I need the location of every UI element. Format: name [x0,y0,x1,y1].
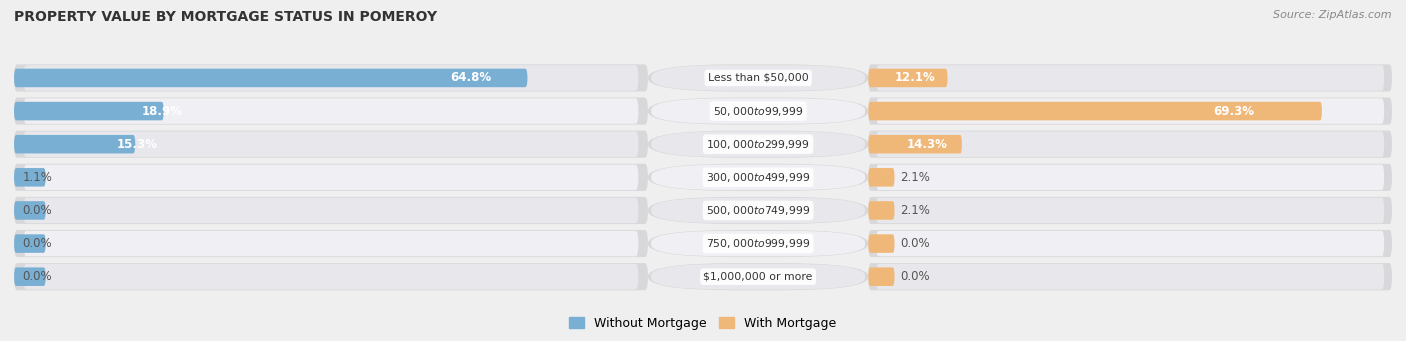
FancyBboxPatch shape [24,165,638,190]
FancyBboxPatch shape [651,165,865,190]
FancyBboxPatch shape [876,98,1384,124]
FancyBboxPatch shape [14,98,648,125]
FancyBboxPatch shape [651,98,865,124]
Text: Source: ZipAtlas.com: Source: ZipAtlas.com [1274,10,1392,20]
Text: 1.1%: 1.1% [22,171,52,184]
FancyBboxPatch shape [14,135,135,153]
FancyBboxPatch shape [14,201,46,220]
FancyBboxPatch shape [651,231,865,256]
FancyBboxPatch shape [14,267,46,286]
FancyBboxPatch shape [869,102,1322,120]
Text: 0.0%: 0.0% [22,237,52,250]
Text: 18.9%: 18.9% [142,105,183,118]
FancyBboxPatch shape [14,164,648,191]
FancyBboxPatch shape [869,131,1392,158]
FancyBboxPatch shape [869,197,1392,224]
FancyBboxPatch shape [24,131,638,157]
FancyBboxPatch shape [869,201,894,220]
FancyBboxPatch shape [869,234,894,253]
FancyBboxPatch shape [651,131,865,157]
FancyBboxPatch shape [869,168,894,187]
Text: $1,000,000 or more: $1,000,000 or more [703,272,813,282]
FancyBboxPatch shape [869,98,1392,125]
FancyBboxPatch shape [24,231,638,256]
FancyBboxPatch shape [876,198,1384,223]
FancyBboxPatch shape [14,64,648,91]
Text: 15.3%: 15.3% [117,138,157,151]
Text: Less than $50,000: Less than $50,000 [707,73,808,83]
Text: $50,000 to $99,999: $50,000 to $99,999 [713,105,803,118]
FancyBboxPatch shape [14,197,648,224]
Text: 0.0%: 0.0% [900,237,929,250]
FancyBboxPatch shape [869,267,894,286]
FancyBboxPatch shape [876,264,1384,290]
FancyBboxPatch shape [648,164,869,191]
FancyBboxPatch shape [869,230,1392,257]
FancyBboxPatch shape [876,231,1384,256]
FancyBboxPatch shape [869,164,1392,191]
Text: $100,000 to $299,999: $100,000 to $299,999 [706,138,810,151]
FancyBboxPatch shape [648,131,869,158]
FancyBboxPatch shape [648,197,869,224]
FancyBboxPatch shape [648,230,869,257]
Text: $750,000 to $999,999: $750,000 to $999,999 [706,237,810,250]
Text: 12.1%: 12.1% [894,72,935,85]
Legend: Without Mortgage, With Mortgage: Without Mortgage, With Mortgage [564,312,842,335]
FancyBboxPatch shape [876,131,1384,157]
FancyBboxPatch shape [24,65,638,91]
FancyBboxPatch shape [869,69,948,87]
Text: PROPERTY VALUE BY MORTGAGE STATUS IN POMEROY: PROPERTY VALUE BY MORTGAGE STATUS IN POM… [14,10,437,24]
Text: 69.3%: 69.3% [1213,105,1254,118]
FancyBboxPatch shape [651,264,865,290]
FancyBboxPatch shape [869,135,962,153]
Text: $300,000 to $499,999: $300,000 to $499,999 [706,171,810,184]
Text: 0.0%: 0.0% [900,270,929,283]
FancyBboxPatch shape [876,65,1384,91]
FancyBboxPatch shape [14,168,46,187]
Text: 2.1%: 2.1% [900,171,929,184]
Text: 2.1%: 2.1% [900,204,929,217]
FancyBboxPatch shape [869,64,1392,91]
FancyBboxPatch shape [651,198,865,223]
Text: 0.0%: 0.0% [22,270,52,283]
FancyBboxPatch shape [24,98,638,124]
FancyBboxPatch shape [648,98,869,125]
Text: 64.8%: 64.8% [450,72,492,85]
FancyBboxPatch shape [648,263,869,290]
Text: 14.3%: 14.3% [907,138,948,151]
FancyBboxPatch shape [14,102,165,120]
FancyBboxPatch shape [651,65,865,91]
Text: 0.0%: 0.0% [22,204,52,217]
FancyBboxPatch shape [14,69,527,87]
FancyBboxPatch shape [648,64,869,91]
FancyBboxPatch shape [24,198,638,223]
FancyBboxPatch shape [876,165,1384,190]
FancyBboxPatch shape [869,263,1392,290]
Text: $500,000 to $749,999: $500,000 to $749,999 [706,204,810,217]
FancyBboxPatch shape [24,264,638,290]
FancyBboxPatch shape [14,263,648,290]
FancyBboxPatch shape [14,131,648,158]
FancyBboxPatch shape [14,230,648,257]
FancyBboxPatch shape [14,234,46,253]
